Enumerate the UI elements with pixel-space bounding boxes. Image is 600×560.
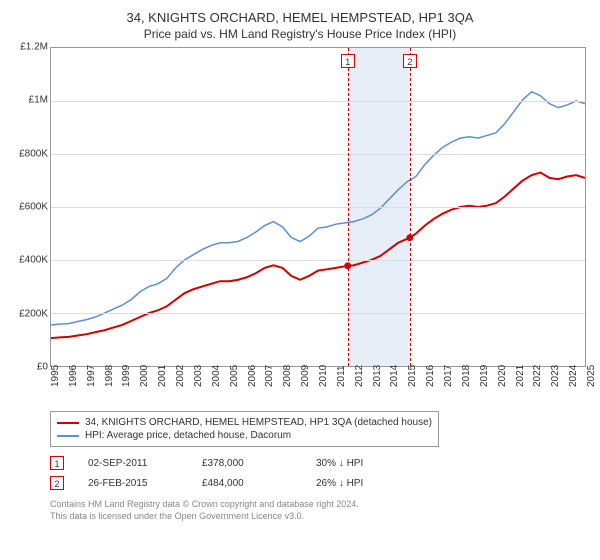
x-tick-label: 2023	[550, 365, 561, 387]
legend-box: 34, KNIGHTS ORCHARD, HEMEL HEMPSTEAD, HP…	[50, 411, 439, 447]
sale-marker-badge: 1	[341, 54, 355, 68]
x-tick-label: 2005	[229, 365, 240, 387]
x-tick-label: 2004	[211, 365, 222, 387]
legend-label: 34, KNIGHTS ORCHARD, HEMEL HEMPSTEAD, HP…	[85, 417, 432, 428]
x-tick-label: 2022	[532, 365, 543, 387]
x-tick-label: 2003	[193, 365, 204, 387]
x-tick-label: 1996	[68, 365, 79, 387]
y-tick-label: £400K	[19, 255, 48, 266]
sale-hpi-diff: 30% ↓ HPI	[316, 458, 406, 469]
gridline-h	[51, 260, 585, 261]
x-tick-label: 1997	[86, 365, 97, 387]
x-tick-label: 2019	[479, 365, 490, 387]
x-tick-label: 1998	[104, 365, 115, 387]
gridline-h	[51, 101, 585, 102]
sale-id-badge: 2	[50, 476, 64, 490]
gridline-h	[51, 207, 585, 208]
sale-id-badge: 1	[50, 456, 64, 470]
legend-item: HPI: Average price, detached house, Daco…	[57, 429, 432, 442]
sale-hpi-diff: 26% ↓ HPI	[316, 478, 406, 489]
x-tick-label: 2006	[247, 365, 258, 387]
y-tick-label: £600K	[19, 202, 48, 213]
x-tick-label: 2021	[515, 365, 526, 387]
legend-swatch	[57, 422, 79, 424]
x-tick-label: 2011	[336, 365, 347, 387]
gridline-h	[51, 154, 585, 155]
footer-attribution: Contains HM Land Registry data © Crown c…	[50, 499, 590, 522]
sale-row: 1 02-SEP-2011 £378,000 30% ↓ HPI	[50, 453, 590, 473]
x-axis-labels: 1995199619971998199920002001200220032004…	[50, 369, 586, 405]
x-tick-label: 1999	[121, 365, 132, 387]
legend-swatch	[57, 435, 79, 437]
x-tick-label: 2017	[443, 365, 454, 387]
y-axis-labels: £0£200K£400K£600K£800K£1M£1.2M	[10, 47, 50, 367]
x-tick-label: 2014	[389, 365, 400, 387]
plot-region: 12	[50, 47, 586, 367]
x-tick-label: 2001	[157, 365, 168, 387]
x-tick-label: 2007	[264, 365, 275, 387]
chart-area: £0£200K£400K£600K£800K£1M£1.2M 12 199519…	[10, 47, 590, 407]
x-tick-label: 2018	[461, 365, 472, 387]
sales-table: 1 02-SEP-2011 £378,000 30% ↓ HPI 2 26-FEB-201…	[50, 453, 590, 493]
y-tick-label: £200K	[19, 308, 48, 319]
x-tick-label: 2015	[407, 365, 418, 387]
series-hpi	[51, 92, 585, 325]
x-tick-label: 2010	[318, 365, 329, 387]
sale-row: 2 26-FEB-2015 £484,000 26% ↓ HPI	[50, 473, 590, 493]
sale-date: 02-SEP-2011	[88, 458, 178, 469]
chart-subtitle: Price paid vs. HM Land Registry's House …	[10, 27, 590, 41]
x-tick-label: 2025	[586, 365, 597, 387]
legend-label: HPI: Average price, detached house, Daco…	[85, 430, 291, 441]
x-tick-label: 2009	[300, 365, 311, 387]
sale-marker-badge: 2	[403, 54, 417, 68]
x-tick-label: 2020	[497, 365, 508, 387]
sale-date: 26-FEB-2015	[88, 478, 178, 489]
x-tick-label: 2002	[175, 365, 186, 387]
y-tick-label: £1.2M	[20, 42, 48, 53]
sale-price: £378,000	[202, 458, 292, 469]
gridline-h	[51, 313, 585, 314]
x-tick-label: 2012	[354, 365, 365, 387]
sale-price: £484,000	[202, 478, 292, 489]
sale-marker-line	[348, 48, 349, 366]
x-tick-label: 2013	[372, 365, 383, 387]
y-tick-label: £1M	[29, 95, 48, 106]
x-tick-label: 2000	[139, 365, 150, 387]
x-tick-label: 2016	[425, 365, 436, 387]
x-tick-label: 2024	[568, 365, 579, 387]
chart-title: 34, KNIGHTS ORCHARD, HEMEL HEMPSTEAD, HP…	[10, 10, 590, 25]
x-tick-label: 1995	[50, 365, 61, 387]
x-tick-label: 2008	[282, 365, 293, 387]
sale-marker-line	[410, 48, 411, 366]
y-tick-label: £0	[37, 362, 48, 373]
y-tick-label: £800K	[19, 148, 48, 159]
legend-item: 34, KNIGHTS ORCHARD, HEMEL HEMPSTEAD, HP…	[57, 416, 432, 429]
footer-line1: Contains HM Land Registry data © Crown c…	[50, 499, 590, 511]
footer-line2: This data is licensed under the Open Gov…	[50, 511, 590, 523]
